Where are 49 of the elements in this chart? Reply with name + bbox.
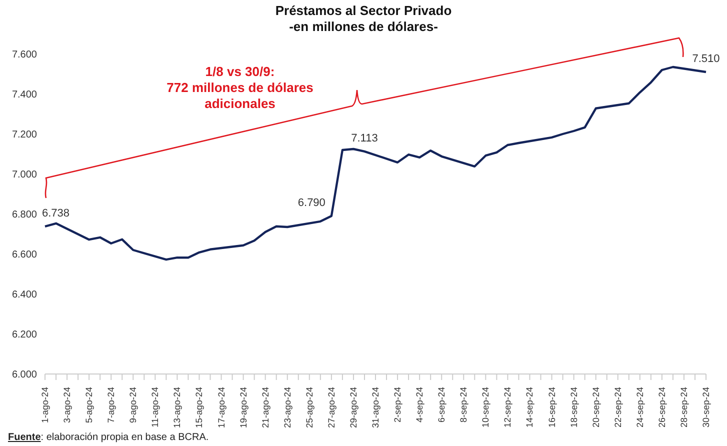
x-tick-label: 3-ago-24: [62, 387, 72, 424]
y-tick-label: 7.000: [12, 170, 38, 181]
x-tick-label: 24-sep-24: [634, 387, 645, 428]
x-tick-label: 16-sep-24: [546, 387, 557, 428]
x-tick-label: 22-sep-24: [612, 387, 623, 428]
chart-title: Préstamos al Sector Privado: [274, 3, 453, 19]
chart-subtitle: -en millones de dólares-: [288, 19, 439, 35]
x-tick-label: 14-sep-24: [524, 387, 535, 428]
x-tick-label: 18-sep-24: [568, 387, 579, 428]
x-tick-label: 28-sep-24: [678, 387, 689, 428]
x-tick-label: 15-ago-24: [194, 387, 204, 428]
y-tick-label: 7.600: [12, 50, 38, 61]
data-label: 6.790: [298, 197, 326, 209]
x-tick-label: 21-ago-24: [260, 387, 270, 428]
y-tick-label: 6.800: [12, 210, 38, 221]
x-tick-label: 17-ago-24: [216, 387, 226, 428]
line-series: [44, 66, 708, 261]
x-tick-label: 8-sep-24: [458, 387, 469, 423]
x-tick-label: 9-ago-24: [128, 387, 138, 424]
x-tick-label: 12-sep-24: [502, 387, 513, 428]
annotation: 1/8 vs 30/9: 772 millones de dólares adicionales: [166, 64, 314, 112]
y-tick-label: 6.200: [12, 330, 38, 341]
x-tick-label: 10-sep-24: [480, 387, 491, 428]
x-tick-label: 31-ago-24: [370, 387, 380, 428]
x-tick-label: 11-ago-24: [150, 387, 160, 428]
y-tick-label: 6.400: [12, 290, 38, 301]
x-tick-label: 6-sep-24: [436, 387, 447, 423]
x-tick-label: 27-ago-24: [326, 387, 336, 428]
x-tick-label: 29-ago-24: [348, 387, 358, 428]
x-tick-label: 26-sep-24: [656, 387, 667, 428]
x-tick-label: 4-sep-24: [414, 387, 425, 423]
x-tick-label: 23-ago-24: [282, 387, 292, 428]
x-tick-label: 13-ago-24: [172, 387, 182, 428]
x-tick-label: 2-sep-24: [392, 387, 403, 423]
x-tick-label: 1-ago-24: [40, 387, 50, 424]
y-tick-label: 7.400: [12, 90, 38, 101]
source-note: Fuente: elaboración propia en base a BCRA.: [8, 432, 209, 443]
x-tick-label: 20-sep-24: [590, 387, 601, 428]
y-tick-label: 6.600: [12, 250, 38, 261]
x-tick-label: 7-ago-24: [106, 387, 116, 424]
x-tick-label: 25-ago-24: [304, 387, 314, 428]
data-label: 6.738: [42, 207, 70, 220]
x-tick-label: 19-ago-24: [238, 387, 248, 428]
x-tick-label: 30-sep-24: [701, 387, 711, 428]
y-tick-label: 7.200: [12, 130, 38, 141]
y-tick-label: 6.000: [12, 370, 38, 381]
data-label: 7.510: [692, 53, 720, 65]
x-tick-label: 5-ago-24: [84, 387, 94, 424]
data-label: 7.113: [351, 132, 378, 144]
